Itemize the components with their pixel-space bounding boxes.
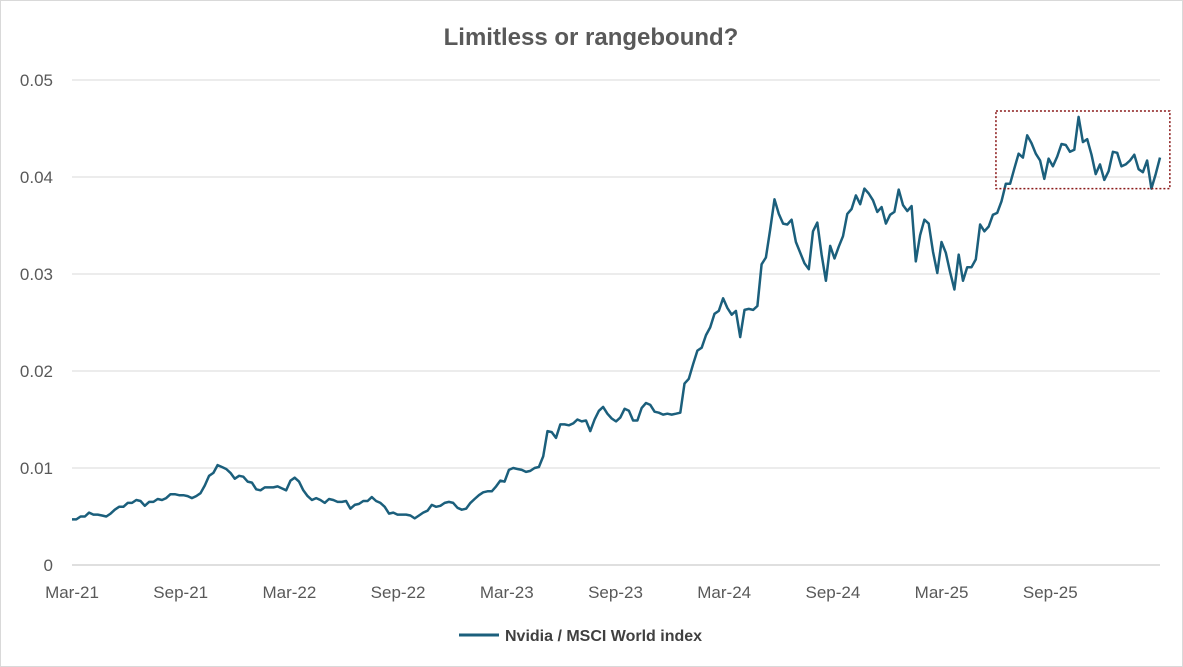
x-tick-label: Mar-23 [480, 583, 534, 602]
y-axis-ticks: 0 0.01 0.02 0.03 0.04 0.05 [20, 71, 53, 575]
x-tick-label: Mar-22 [262, 583, 316, 602]
gridlines [72, 79, 1160, 566]
y-tick-label: 0.01 [20, 459, 53, 478]
legend-label: Nvidia / MSCI World index [505, 628, 702, 645]
x-axis-ticks: Mar-21 Sep-21 Mar-22 Sep-22 Mar-23 Sep-23 Mar-… [45, 583, 1078, 602]
series-line [72, 115, 1162, 521]
y-tick-label: 0 [44, 556, 53, 575]
chart-title: Limitless or rangebound? [444, 24, 739, 51]
y-tick-label: 0.04 [20, 168, 53, 187]
legend: Nvidia / MSCI World index [459, 628, 702, 645]
highlight-box [995, 110, 1171, 190]
y-tick-label: 0.03 [20, 265, 53, 284]
x-tick-label: Mar-21 [45, 583, 99, 602]
x-tick-label: Sep-24 [805, 583, 860, 602]
y-tick-label: 0.05 [20, 71, 53, 90]
x-tick-label: Sep-22 [371, 583, 426, 602]
y-tick-label: 0.02 [20, 362, 53, 381]
x-tick-label: Mar-24 [697, 583, 751, 602]
x-tick-label: Sep-23 [588, 583, 643, 602]
x-tick-label: Sep-21 [153, 583, 208, 602]
x-tick-label: Mar-25 [915, 583, 969, 602]
x-tick-label: Sep-25 [1023, 583, 1078, 602]
series-layer [72, 115, 1162, 521]
annotation-layer [995, 110, 1171, 190]
